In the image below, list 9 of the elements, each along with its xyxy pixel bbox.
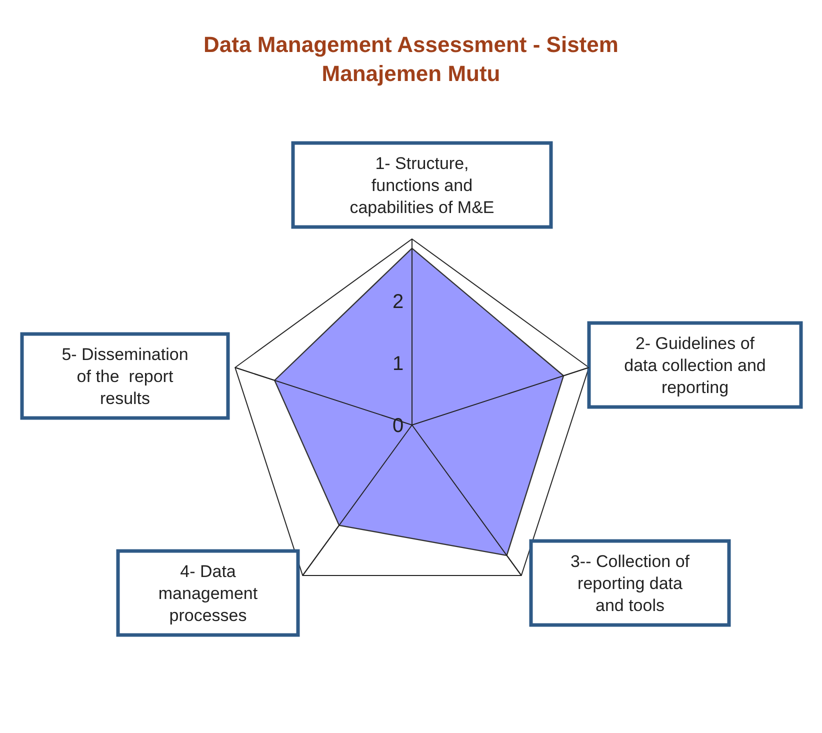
spoke-label: 2- Guidelines of data collection and reporting — [624, 334, 766, 397]
spoke-label: 1- Structure, functions and capabilities of M&E — [350, 154, 494, 217]
chart-title: Data Management Assessment - Sistem Manajemen Mutu — [202, 31, 620, 88]
y-tick-label: 1 — [392, 353, 404, 375]
y-tick-label: 2 — [392, 291, 404, 313]
spoke-label: 3-- Collection of reporting data and tools — [570, 552, 690, 615]
y-tick-label: 0 — [392, 415, 404, 437]
spoke-label: 5- Dissemination of the report results — [62, 345, 188, 408]
spoke-label: 4- Data management processes — [158, 562, 258, 625]
